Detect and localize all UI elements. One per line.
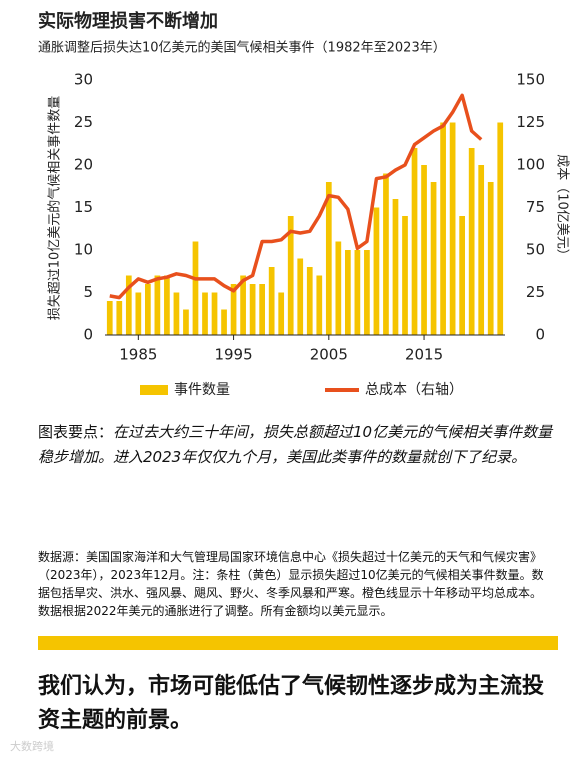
bar (449, 122, 456, 335)
bar (402, 216, 408, 335)
conclusion: 我们认为，市场可能低估了气候韧性逐步成为主流投资主题的前景。 (38, 674, 545, 733)
bar (125, 275, 132, 335)
y2-tick-label: 75 (526, 198, 545, 216)
bar (430, 182, 437, 335)
bar (116, 301, 123, 335)
bar (183, 309, 189, 335)
legend-label: 事件数量 (174, 382, 230, 398)
bar (173, 292, 180, 335)
bar (240, 275, 246, 335)
x-tick-label: 2015 (405, 346, 443, 364)
bar (145, 284, 151, 335)
bar (221, 309, 227, 335)
y2-tick-label: 50 (526, 241, 545, 259)
y-tick-label: 5 (83, 283, 93, 301)
bar (459, 216, 465, 335)
bar (325, 182, 332, 335)
bar (297, 258, 304, 335)
x-tick-label: 1995 (214, 346, 252, 364)
bar (411, 148, 418, 335)
y-tick-label: 15 (74, 198, 93, 216)
bar (335, 241, 342, 335)
watermark: 大数跨境 (10, 740, 54, 753)
bar (278, 292, 285, 335)
bar (497, 122, 504, 335)
y-axis-label: 损失超过10亿美元的气候相关事件数量 (47, 96, 63, 321)
bar (211, 292, 218, 335)
bar (373, 207, 380, 335)
y2-tick-label: 100 (516, 156, 545, 174)
bar (421, 165, 427, 335)
y-tick-label: 20 (74, 156, 93, 174)
bar (364, 250, 370, 335)
bar (287, 216, 294, 335)
y2-tick-label: 125 (516, 113, 545, 131)
bar (192, 241, 199, 335)
legend-label: 总成本（右轴） (365, 382, 463, 398)
line (109, 93, 483, 300)
y-tick-label: 10 (74, 241, 93, 259)
bar (259, 284, 265, 335)
y-tick-label: 0 (83, 326, 93, 344)
chart-subtitle: 通胀调整后损失达10亿美元的美国气候相关事件（1982年至2023年） (38, 40, 446, 56)
bar (316, 275, 323, 335)
y-tick-label: 25 (74, 113, 93, 131)
legend-swatch (140, 385, 168, 395)
bar (249, 284, 256, 335)
key-point-label: 图表要点： (38, 423, 114, 441)
y2-axis-label: 成本（10亿美元） (555, 154, 570, 262)
y2-tick-label: 150 (516, 71, 545, 89)
chart-title: 实际物理损害不断增加 (38, 10, 218, 32)
bar (354, 250, 361, 335)
bar (202, 292, 208, 335)
bar (392, 199, 399, 335)
divider (38, 636, 558, 650)
bar (135, 292, 142, 335)
x-tick-label: 2005 (310, 346, 348, 364)
chart: 实际物理损害不断增加 通胀调整后损失达10亿美元的美国气候相关事件（1982年至… (38, 10, 570, 398)
y-tick-label: 30 (74, 71, 93, 89)
bar (106, 301, 113, 335)
y2-tick-label: 0 (535, 326, 545, 344)
bar (306, 267, 313, 335)
bar (230, 284, 237, 335)
key-point-text: 在过去大约三十年间，损失总额超过10亿美元的气候相关事件数量稳步增加。进入202… (38, 423, 553, 466)
bar (268, 267, 275, 335)
bar (383, 173, 389, 335)
source-note: 数据源：美国国家海洋和大气管理局国家环境信息中心《损失超过十亿美元的天气和气候灾… (38, 550, 544, 618)
x-tick-label: 1985 (119, 346, 157, 364)
y2-tick-label: 25 (526, 283, 545, 301)
key-point: 图表要点：在过去大约三十年间，损失总额超过10亿美元的气候相关事件数量稳步增加。… (38, 420, 553, 470)
bar (468, 148, 475, 335)
bar (440, 122, 446, 335)
bar (487, 182, 494, 335)
bar (478, 165, 485, 335)
bar (164, 275, 170, 335)
bar (345, 250, 351, 335)
bar (154, 275, 161, 335)
